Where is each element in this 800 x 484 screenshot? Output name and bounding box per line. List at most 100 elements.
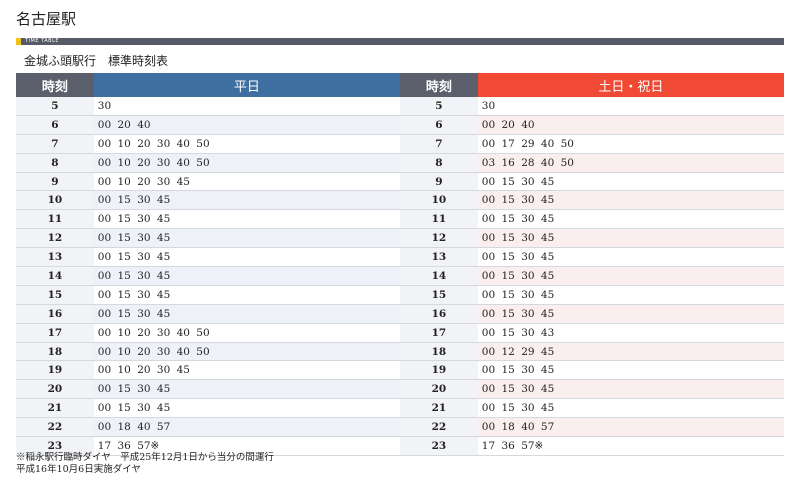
weekday-hour-cell: 15: [16, 285, 94, 304]
holiday-minutes-cell: 17 36 57※: [481, 439, 544, 452]
holiday-minutes-cell: 30: [481, 99, 496, 112]
holiday-minutes-cell: 00 15 30 45: [477, 304, 784, 323]
holiday-hour-cell: 20: [400, 380, 478, 399]
weekday-hour-cell: 16: [16, 304, 94, 323]
holiday-minutes-cell: 00 17 29 40 50: [481, 137, 574, 150]
weekday-minutes-cell: 00 15 30 45: [97, 288, 171, 301]
weekday-minutes-cell: 00 10 20 30 45: [97, 175, 190, 188]
holiday-minutes-cell: 00 15 30 45: [477, 191, 784, 210]
holiday-hour-cell: 21: [400, 399, 478, 418]
holiday-minutes-cell: 00 12 29 45: [477, 342, 784, 361]
weekday-hour-cell: 20: [16, 380, 94, 399]
weekday-minutes-cell: 00 15 30 45: [97, 251, 171, 264]
weekday-minutes-cell: 00 15 30 45: [93, 380, 400, 399]
holiday-hour-cell: 12: [400, 229, 478, 248]
holiday-minutes-cell: 00 15 30 45: [477, 229, 784, 248]
weekday-minutes-cell: 00 10 20 30 40 50: [97, 137, 210, 150]
timetable-row: 19 00 10 20 30 45 19 00 15 30 45: [16, 361, 784, 381]
timetable-row: 17 00 10 20 30 40 50 17 00 15 30 43: [16, 323, 784, 343]
holiday-hour-cell: 19: [400, 361, 478, 380]
holiday-hour-cell: 8: [400, 153, 478, 172]
holiday-hour-cell: 9: [400, 172, 478, 191]
weekday-hour-cell: 13: [16, 248, 94, 267]
timetable-row: 16 00 15 30 45 16 00 15 30 45: [16, 304, 784, 324]
holiday-minutes-cell: 00 15 30 45: [481, 402, 555, 415]
weekday-hour-cell: 12: [16, 229, 94, 248]
holiday-minutes-cell: 00 20 40: [477, 115, 784, 134]
weekday-minutes-cell: 00 10 20 30 45: [97, 364, 190, 377]
weekday-hour-cell: 23: [16, 437, 94, 455]
holiday-minutes-cell: 00 15 30 45: [481, 175, 555, 188]
footnote-temporary-schedule: ※稲永駅行臨時ダイヤ 平成25年12月1日から当分の間運行: [16, 452, 274, 463]
holiday-hour-cell: 16: [400, 304, 478, 323]
timetable-header: 時刻 平日 時刻 土日・祝日: [16, 73, 784, 97]
timetable-row: 12 00 15 30 45 12 00 15 30 45: [16, 229, 784, 249]
holiday-hour-cell: 10: [400, 191, 478, 210]
timetable-row: 11 00 15 30 45 11 00 15 30 45: [16, 210, 784, 230]
weekday-hour-cell: 7: [16, 134, 94, 153]
weekday-hour-cell: 6: [16, 115, 94, 134]
weekday-hour-header: 時刻: [16, 73, 94, 97]
holiday-hour-cell: 15: [400, 285, 478, 304]
holiday-minutes-cell: 00 15 30 45: [481, 251, 555, 264]
weekday-hour-cell: 17: [16, 323, 94, 342]
timetable-row: 23 17 36 57※ 23 17 36 57※: [16, 437, 784, 456]
holiday-minutes-cell: 00 15 30 45: [477, 380, 784, 399]
timetable-row: 6 00 20 40 6 00 20 40: [16, 115, 784, 135]
timetable-row: 7 00 10 20 30 40 50 7 00 17 29 40 50: [16, 134, 784, 154]
timetable-row: 13 00 15 30 45 13 00 15 30 45: [16, 248, 784, 268]
station-title: 名古屋駅: [16, 10, 77, 28]
holiday-hour-cell: 18: [400, 342, 478, 361]
weekday-hour-cell: 14: [16, 267, 94, 285]
timetable-body: 5 30 5 30 6 00 20 40 6 00 20 40 7 00 10 20 30 40 …: [16, 97, 784, 456]
weekday-minutes-cell: 30: [97, 99, 112, 112]
weekday-minutes-cell: 00 20 40: [93, 115, 400, 134]
weekday-minutes-cell: 17 36 57※: [97, 439, 160, 452]
weekday-hour-cell: 8: [16, 153, 94, 172]
holiday-hour-cell: 23: [400, 437, 478, 455]
timetable-row: 18 00 10 20 30 40 50 18 00 12 29 45: [16, 342, 784, 362]
timetable-row: 22 00 18 40 57 22 00 18 40 57: [16, 418, 784, 438]
timetable-row: 21 00 15 30 45 21 00 15 30 45: [16, 399, 784, 419]
weekday-hour-cell: 19: [16, 361, 94, 380]
holiday-hour-cell: 17: [400, 323, 478, 342]
holiday-hour-cell: 7: [400, 134, 478, 153]
weekday-minutes-cell: 00 15 30 45: [97, 402, 171, 415]
holiday-minutes-cell: 00 18 40 57: [477, 418, 784, 437]
holiday-hour-header: 時刻: [400, 73, 478, 97]
holiday-hour-cell: 14: [400, 267, 478, 285]
weekday-hour-cell: 18: [16, 342, 94, 361]
holiday-hour-cell: 13: [400, 248, 478, 267]
holiday-hour-cell: 22: [400, 418, 478, 437]
weekday-minutes-cell: 00 15 30 45: [93, 304, 400, 323]
weekday-minutes-cell: 00 15 30 45: [93, 229, 400, 248]
weekday-hour-cell: 22: [16, 418, 94, 437]
footnote-effective-date: 平成16年10月6日実施ダイヤ: [16, 464, 141, 475]
timetable-row: 14 00 15 30 45 14 00 15 30 45: [16, 267, 784, 286]
weekday-minutes-cell: 00 10 20 30 40 50: [93, 153, 400, 172]
weekday-minutes-cell: 00 10 20 30 40 50: [97, 326, 210, 339]
holiday-hour-cell: 6: [400, 115, 478, 134]
weekday-minutes-cell: 00 15 30 45: [93, 191, 400, 210]
holiday-minutes-cell: 00 15 30 45: [477, 267, 784, 285]
weekday-header: 平日: [93, 73, 400, 97]
holiday-hour-cell: 5: [400, 97, 478, 115]
footnotes: ※稲永駅行臨時ダイヤ 平成25年12月1日から当分の間運行 平成16年10月6日…: [16, 452, 274, 476]
weekday-hour-cell: 9: [16, 172, 94, 191]
weekday-minutes-cell: 00 15 30 45: [97, 213, 171, 226]
holiday-hour-cell: 11: [400, 210, 478, 229]
timetable-banner: TIME TABLE: [16, 38, 784, 45]
banner-accent: [16, 38, 21, 45]
holiday-minutes-cell: 00 15 30 45: [481, 364, 555, 377]
timetable-row: 15 00 15 30 45 15 00 15 30 45: [16, 285, 784, 305]
timetable-row: 10 00 15 30 45 10 00 15 30 45: [16, 191, 784, 211]
timetable-row: 20 00 15 30 45 20 00 15 30 45: [16, 380, 784, 400]
holiday-minutes-cell: 00 15 30 45: [481, 213, 555, 226]
weekday-hour-cell: 11: [16, 210, 94, 229]
weekday-minutes-cell: 00 18 40 57: [93, 418, 400, 437]
holiday-minutes-cell: 03 16 28 40 50: [477, 153, 784, 172]
weekday-minutes-cell: 00 15 30 45: [93, 267, 400, 285]
timetable-row: 9 00 10 20 30 45 9 00 15 30 45: [16, 172, 784, 192]
holiday-minutes-cell: 00 15 30 43: [481, 326, 555, 339]
route-title: 金城ふ頭駅行 標準時刻表: [24, 54, 169, 68]
